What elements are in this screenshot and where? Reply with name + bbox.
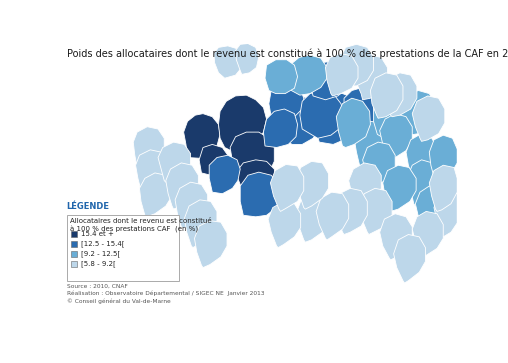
Polygon shape: [336, 98, 370, 147]
Polygon shape: [268, 201, 301, 248]
Polygon shape: [175, 182, 208, 228]
Polygon shape: [133, 127, 164, 169]
Polygon shape: [344, 87, 379, 131]
Polygon shape: [355, 55, 388, 100]
Polygon shape: [354, 121, 391, 168]
Polygon shape: [214, 46, 243, 78]
Polygon shape: [264, 109, 298, 147]
Text: à 100 % des prestations CAF  (en %): à 100 % des prestations CAF (en %): [70, 226, 198, 233]
Polygon shape: [341, 44, 373, 86]
Text: Source : 2010, CNAF
Réalisation : Observatoire Départemental / SIGEC NE  Janvier: Source : 2010, CNAF Réalisation : Observ…: [67, 284, 264, 303]
Polygon shape: [429, 135, 457, 181]
Text: Poids des allocataires dont le revenu est constitué à 100 % des prestations de l: Poids des allocataires dont le revenu es…: [67, 49, 508, 60]
Polygon shape: [195, 221, 227, 268]
Bar: [67, 215, 179, 281]
Polygon shape: [230, 132, 274, 181]
Polygon shape: [184, 200, 217, 248]
Polygon shape: [300, 90, 344, 138]
Text: [5.8 - 9.2[: [5.8 - 9.2[: [81, 260, 115, 267]
Polygon shape: [279, 96, 321, 144]
Polygon shape: [326, 54, 358, 96]
Bar: [71, 251, 77, 257]
Polygon shape: [214, 50, 236, 73]
Polygon shape: [136, 150, 167, 192]
Polygon shape: [416, 186, 447, 232]
Polygon shape: [401, 90, 435, 135]
Polygon shape: [140, 173, 172, 217]
Polygon shape: [383, 165, 416, 211]
Polygon shape: [373, 94, 412, 138]
Polygon shape: [236, 44, 259, 74]
Polygon shape: [363, 142, 395, 188]
Polygon shape: [434, 191, 457, 237]
Polygon shape: [209, 155, 240, 194]
Polygon shape: [394, 234, 425, 283]
Polygon shape: [429, 165, 457, 211]
Text: Allocataires dont le revenu est constitué: Allocataires dont le revenu est constitu…: [70, 219, 211, 224]
Polygon shape: [379, 114, 412, 160]
Polygon shape: [183, 114, 220, 158]
Polygon shape: [348, 163, 381, 209]
Polygon shape: [335, 188, 367, 234]
Text: 15.4 et +: 15.4 et +: [81, 231, 113, 237]
Polygon shape: [240, 172, 280, 217]
Text: [12.5 - 15.4[: [12.5 - 15.4[: [81, 240, 124, 247]
Bar: [71, 231, 77, 237]
Polygon shape: [158, 142, 190, 182]
Bar: [71, 241, 77, 247]
Polygon shape: [316, 192, 348, 240]
Polygon shape: [288, 55, 327, 95]
Polygon shape: [412, 96, 445, 141]
Text: [9.2 - 12.5[: [9.2 - 12.5[: [81, 250, 120, 257]
Polygon shape: [385, 73, 417, 117]
Polygon shape: [310, 61, 348, 100]
Polygon shape: [166, 163, 198, 209]
Polygon shape: [313, 92, 358, 144]
Polygon shape: [379, 214, 412, 260]
Polygon shape: [199, 144, 228, 175]
Polygon shape: [360, 188, 392, 234]
Polygon shape: [296, 162, 329, 209]
Polygon shape: [407, 160, 438, 206]
Polygon shape: [406, 134, 437, 180]
Polygon shape: [265, 60, 298, 94]
Text: LÉGENDE: LÉGENDE: [67, 202, 110, 211]
Polygon shape: [370, 73, 403, 118]
Polygon shape: [236, 160, 277, 201]
Polygon shape: [270, 164, 304, 211]
Polygon shape: [269, 83, 304, 120]
Polygon shape: [218, 95, 267, 152]
Bar: [71, 261, 77, 267]
Polygon shape: [296, 196, 329, 242]
Polygon shape: [412, 211, 443, 258]
